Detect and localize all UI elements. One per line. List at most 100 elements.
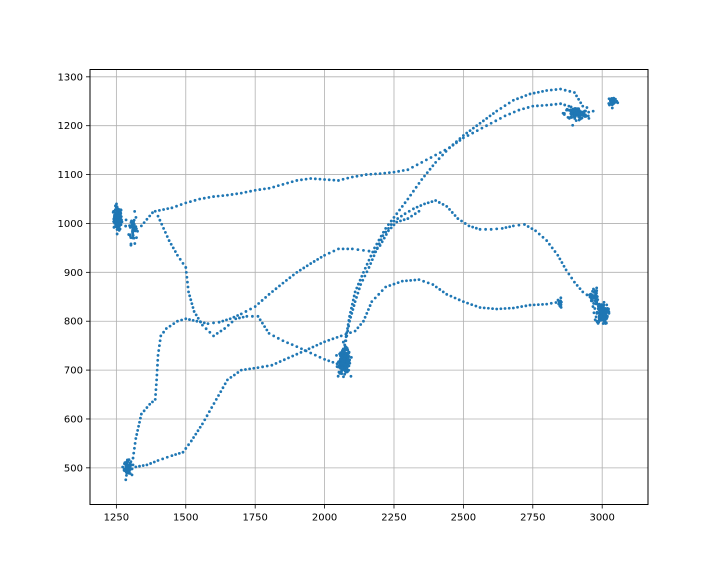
data-point <box>503 307 507 310</box>
data-point <box>196 429 200 433</box>
data-point <box>345 366 349 369</box>
data-point <box>614 97 617 101</box>
data-point <box>170 454 174 458</box>
data-point <box>276 336 280 340</box>
data-point <box>572 109 576 113</box>
data-point <box>278 284 281 288</box>
data-point <box>567 272 571 276</box>
data-point <box>392 215 396 219</box>
data-point <box>190 302 194 306</box>
data-point <box>124 224 128 228</box>
data-point <box>151 211 154 215</box>
data-point <box>549 301 553 305</box>
data-point <box>541 235 545 239</box>
data-point <box>587 110 591 114</box>
data-point <box>575 94 578 98</box>
data-point <box>257 302 261 305</box>
data-point <box>212 321 215 325</box>
data-point <box>341 177 345 181</box>
data-point <box>449 294 453 298</box>
data-point <box>445 292 449 296</box>
data-point <box>115 211 119 214</box>
data-point <box>165 455 169 459</box>
data-point <box>351 308 355 311</box>
data-point <box>319 255 323 259</box>
data-point <box>130 467 134 471</box>
data-point <box>353 329 357 333</box>
data-point <box>392 219 396 223</box>
data-point <box>272 185 276 189</box>
data-point <box>522 107 525 111</box>
data-point <box>363 266 367 270</box>
data-point <box>258 188 262 191</box>
data-point <box>353 300 357 304</box>
data-point <box>158 218 162 222</box>
data-point <box>465 131 469 135</box>
data-point <box>583 109 587 113</box>
data-point <box>605 315 609 319</box>
data-point <box>153 398 157 401</box>
data-point <box>191 306 195 309</box>
data-point <box>349 374 353 378</box>
data-point <box>577 97 580 101</box>
data-point <box>356 248 360 252</box>
data-point <box>554 301 558 304</box>
data-point <box>369 262 373 265</box>
data-point <box>192 310 196 313</box>
data-point <box>503 104 507 108</box>
data-point <box>430 200 434 204</box>
data-point <box>194 432 198 436</box>
y-tick-label: 800 <box>64 317 83 328</box>
data-point <box>475 124 479 128</box>
data-point <box>239 368 243 372</box>
data-point <box>548 242 551 246</box>
data-point <box>335 353 338 357</box>
data-point <box>491 307 494 311</box>
data-point <box>244 310 248 313</box>
data-point <box>194 313 198 317</box>
data-point <box>134 437 138 440</box>
data-point <box>572 112 576 116</box>
data-point <box>341 340 345 344</box>
data-point <box>396 217 400 220</box>
data-point <box>260 299 264 302</box>
data-point <box>179 203 183 206</box>
data-point <box>344 351 347 355</box>
data-point <box>569 112 573 116</box>
data-point <box>407 209 411 213</box>
data-point <box>219 390 223 393</box>
data-point <box>560 261 564 264</box>
data-point <box>121 465 125 469</box>
data-point <box>558 302 561 305</box>
data-point <box>471 131 475 135</box>
data-point <box>349 315 353 319</box>
data-point <box>367 249 371 253</box>
data-point <box>288 276 292 280</box>
data-point <box>276 184 280 188</box>
data-point <box>399 219 402 223</box>
data-point <box>192 436 195 439</box>
data-point <box>249 189 252 193</box>
data-point <box>177 451 181 455</box>
data-point <box>336 374 340 378</box>
data-point <box>488 114 492 118</box>
data-point <box>161 457 165 461</box>
data-point <box>378 244 382 247</box>
data-point <box>261 365 264 369</box>
data-point <box>162 330 165 334</box>
data-point <box>223 382 227 386</box>
data-point <box>349 355 353 359</box>
data-point <box>327 251 331 255</box>
data-point <box>214 398 218 401</box>
data-point <box>136 229 139 233</box>
data-point <box>344 370 348 373</box>
data-point <box>135 227 138 231</box>
data-point <box>198 425 202 429</box>
data-point <box>420 178 424 181</box>
data-point <box>528 303 532 307</box>
data-point <box>597 319 601 323</box>
x-tick-label: 2750 <box>520 513 545 524</box>
data-point <box>395 212 399 216</box>
data-point <box>545 103 549 107</box>
data-point <box>186 280 189 284</box>
